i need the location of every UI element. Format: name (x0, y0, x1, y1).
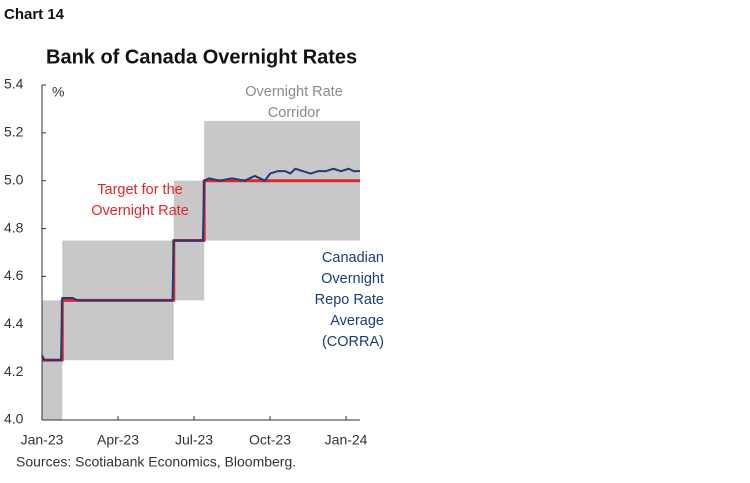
y-tick-label: 5.4 (4, 76, 24, 92)
legend-corra: Canadian Overnight Repo Rate Average (CO… (314, 250, 384, 350)
x-tick-label: Jul-23 (175, 432, 213, 448)
y-tick-label: 4.0 (4, 411, 24, 427)
source: Sources: Scotiabank Economics, Bloomberg… (16, 454, 296, 470)
y-tick-label: 4.4 (4, 315, 24, 331)
y-tick-label: 4.8 (4, 219, 24, 235)
y-tick-label: 5.2 (4, 124, 24, 140)
y-tick-label: 4.6 (4, 267, 24, 283)
x-tick-label: Apr-23 (97, 432, 139, 448)
chart-label: Chart 14 (4, 6, 65, 23)
series-line (41, 167, 360, 362)
y-tick-label: 5.0 (4, 171, 24, 187)
legend-target: Target for the Overnight Rate (91, 182, 189, 219)
x-tick-label: Jan-24 (325, 432, 368, 448)
x-tick-label: Oct-23 (249, 432, 291, 448)
x-tick-label: Jan-23 (21, 432, 64, 448)
y-axis-label: % (52, 84, 64, 100)
y-tick-label: 4.2 (4, 363, 24, 379)
chart-title: Bank of Canada Overnight Rates (46, 46, 357, 68)
corridor-label: Overnight Rate Corridor (245, 84, 343, 121)
